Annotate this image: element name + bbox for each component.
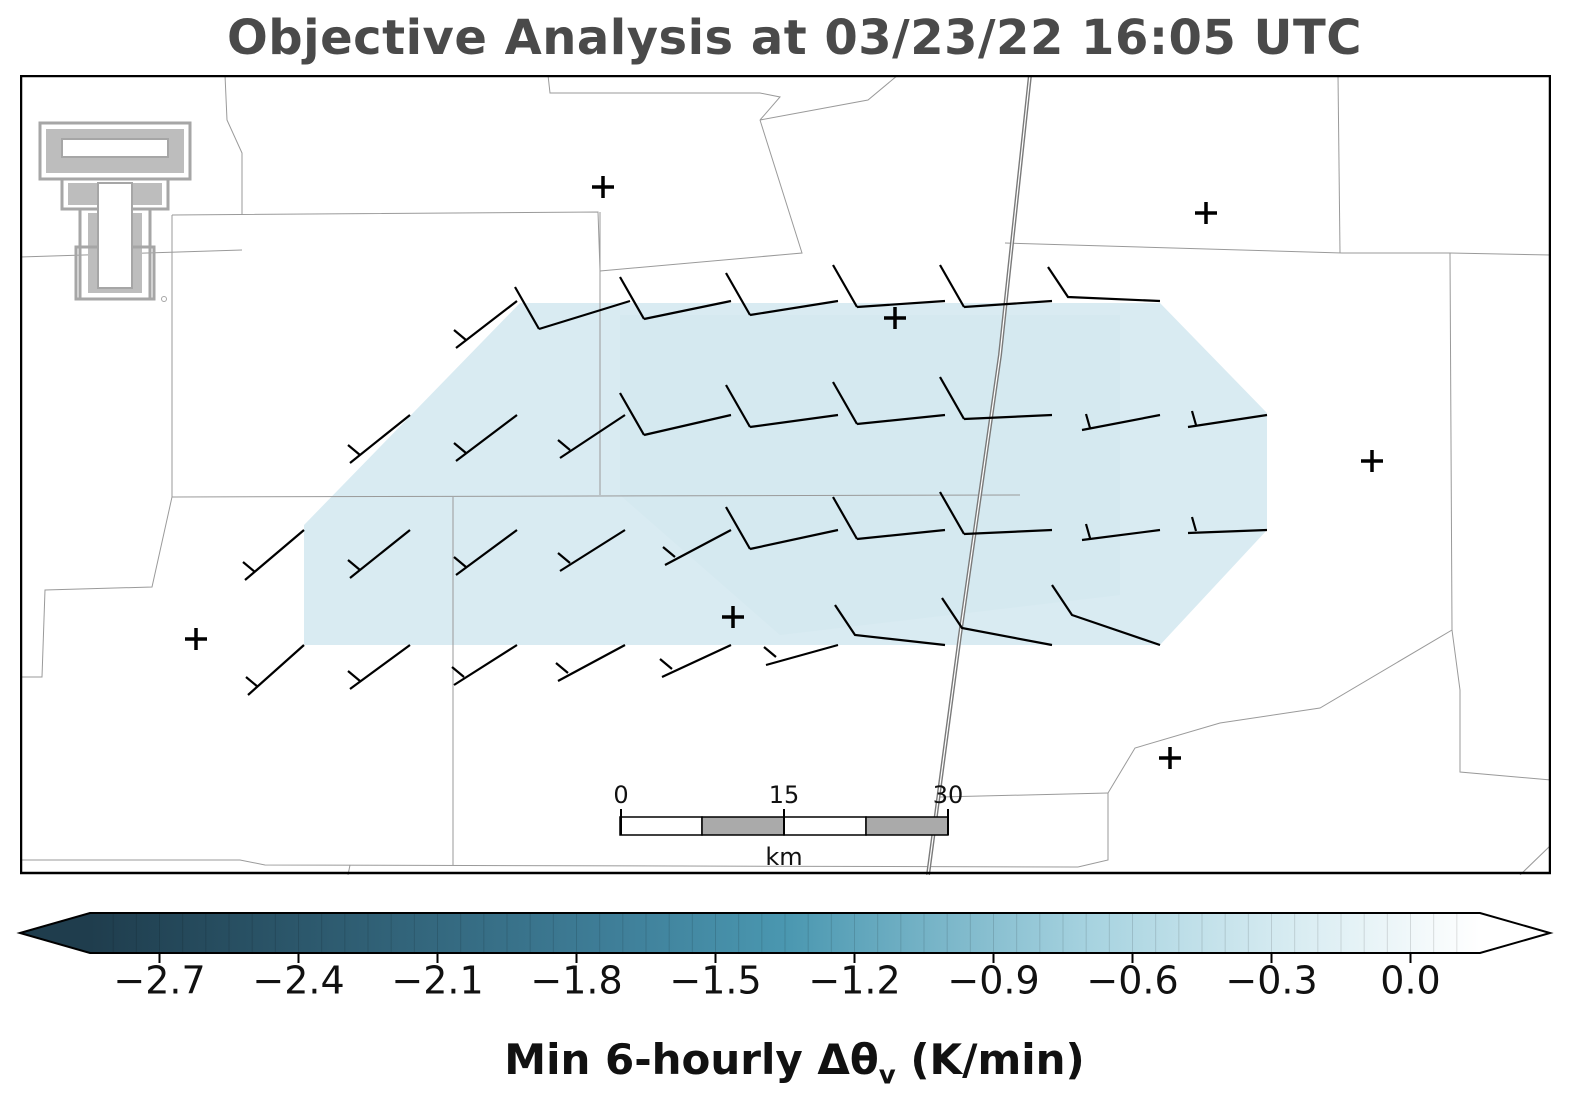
wind-barb [659,644,732,678]
station-marker [592,176,614,198]
colorbar-segments [112,913,1458,953]
scale-bar: 0 15 30 km [613,781,963,871]
wind-barb [941,597,1053,647]
colorbar-label-sub: v [878,1060,896,1091]
station-marker [722,606,744,628]
wind-barb [1187,410,1268,429]
scale-label-15: 15 [769,781,800,809]
wind-barb [245,644,305,696]
wind-barb [453,300,518,349]
colorbar-tick-label: −1.5 [669,959,761,1003]
colorbar-extend-high [1480,913,1550,953]
wind-barb [939,491,1053,536]
wind-barb [555,644,626,682]
wind-barb [1051,584,1161,647]
colorbar: −2.7 −2.4 −2.1 −1.8 −1.5 −1.2 −0.9 −0.6 −0.3 0.0 [16,912,1554,1003]
wind-barb [557,414,626,459]
wind-barb [347,644,411,690]
colorbar-tick-label: −0.6 [1086,959,1178,1003]
wind-barb [1047,266,1161,303]
station-marker [884,307,906,329]
wind-barb [939,376,1053,421]
wind-barb [832,496,946,541]
colorbar-tick-label: −2.7 [113,959,205,1003]
station-marker [1195,202,1217,224]
station-markers [185,176,1383,769]
map-title: Objective Analysis at 03/23/22 16:05 UTC [227,10,1362,66]
wind-barb [725,384,839,429]
station-marker [185,628,207,650]
scale-label-0: 0 [613,781,628,809]
scale-unit: km [765,843,802,871]
map-frame [20,75,1551,875]
wind-barb [832,264,946,309]
wind-barb [557,529,626,572]
wind-barb [834,604,946,647]
colorbar-tick-label: −0.9 [947,959,1039,1003]
wind-barb [763,643,839,667]
wind-barb [832,381,946,426]
colorbar-label-unit: (K/min) [895,1035,1085,1084]
wind-barb [453,414,518,462]
wind-barb [1187,516,1268,535]
wind-barb [939,264,1053,309]
colorbar-tick-label: −2.1 [391,959,483,1003]
wind-barb [619,392,732,437]
colorbar-ticks: −2.7 −2.4 −2.1 −1.8 −1.5 −1.2 −0.9 −0.6 −0.3 0.0 [113,953,1441,1003]
wind-barb [662,529,732,566]
wind-barb [1081,523,1161,542]
colorbar-label-main: Min 6-hourly Δθ [504,1035,879,1084]
colorbar-extend-low [20,913,90,953]
station-marker [1361,450,1383,472]
wind-barb [725,506,839,551]
wind-barb [347,529,411,579]
map-panel: 0 15 30 km [20,75,1551,875]
wind-barb [619,276,732,321]
double-t-logo [38,121,192,302]
colorbar-tick-label: −1.2 [808,959,900,1003]
station-marker [1159,747,1181,769]
colorbar-tick-label: −0.3 [1225,959,1317,1003]
wind-barb [242,529,305,581]
wind-barb [725,272,839,317]
wind-barb [453,529,518,576]
wind-barbs [242,264,1268,696]
wind-barb [1081,413,1161,432]
wind-barb [347,414,411,464]
wind-barb [514,286,631,331]
colorbar-label: Min 6-hourly Δθv (K/min) [0,1035,1589,1090]
wind-barb [451,644,518,686]
county-boundaries [20,75,1551,875]
colorbar-tick-label: −1.8 [530,959,622,1003]
colorbar-tick-label: −2.4 [252,959,344,1003]
colorbar-body [90,913,1480,953]
colorbar-tick-label: 0.0 [1380,959,1440,1003]
colorbar-outline [16,912,1554,954]
highway-line [926,75,1032,875]
scale-label-30: 30 [933,781,964,809]
